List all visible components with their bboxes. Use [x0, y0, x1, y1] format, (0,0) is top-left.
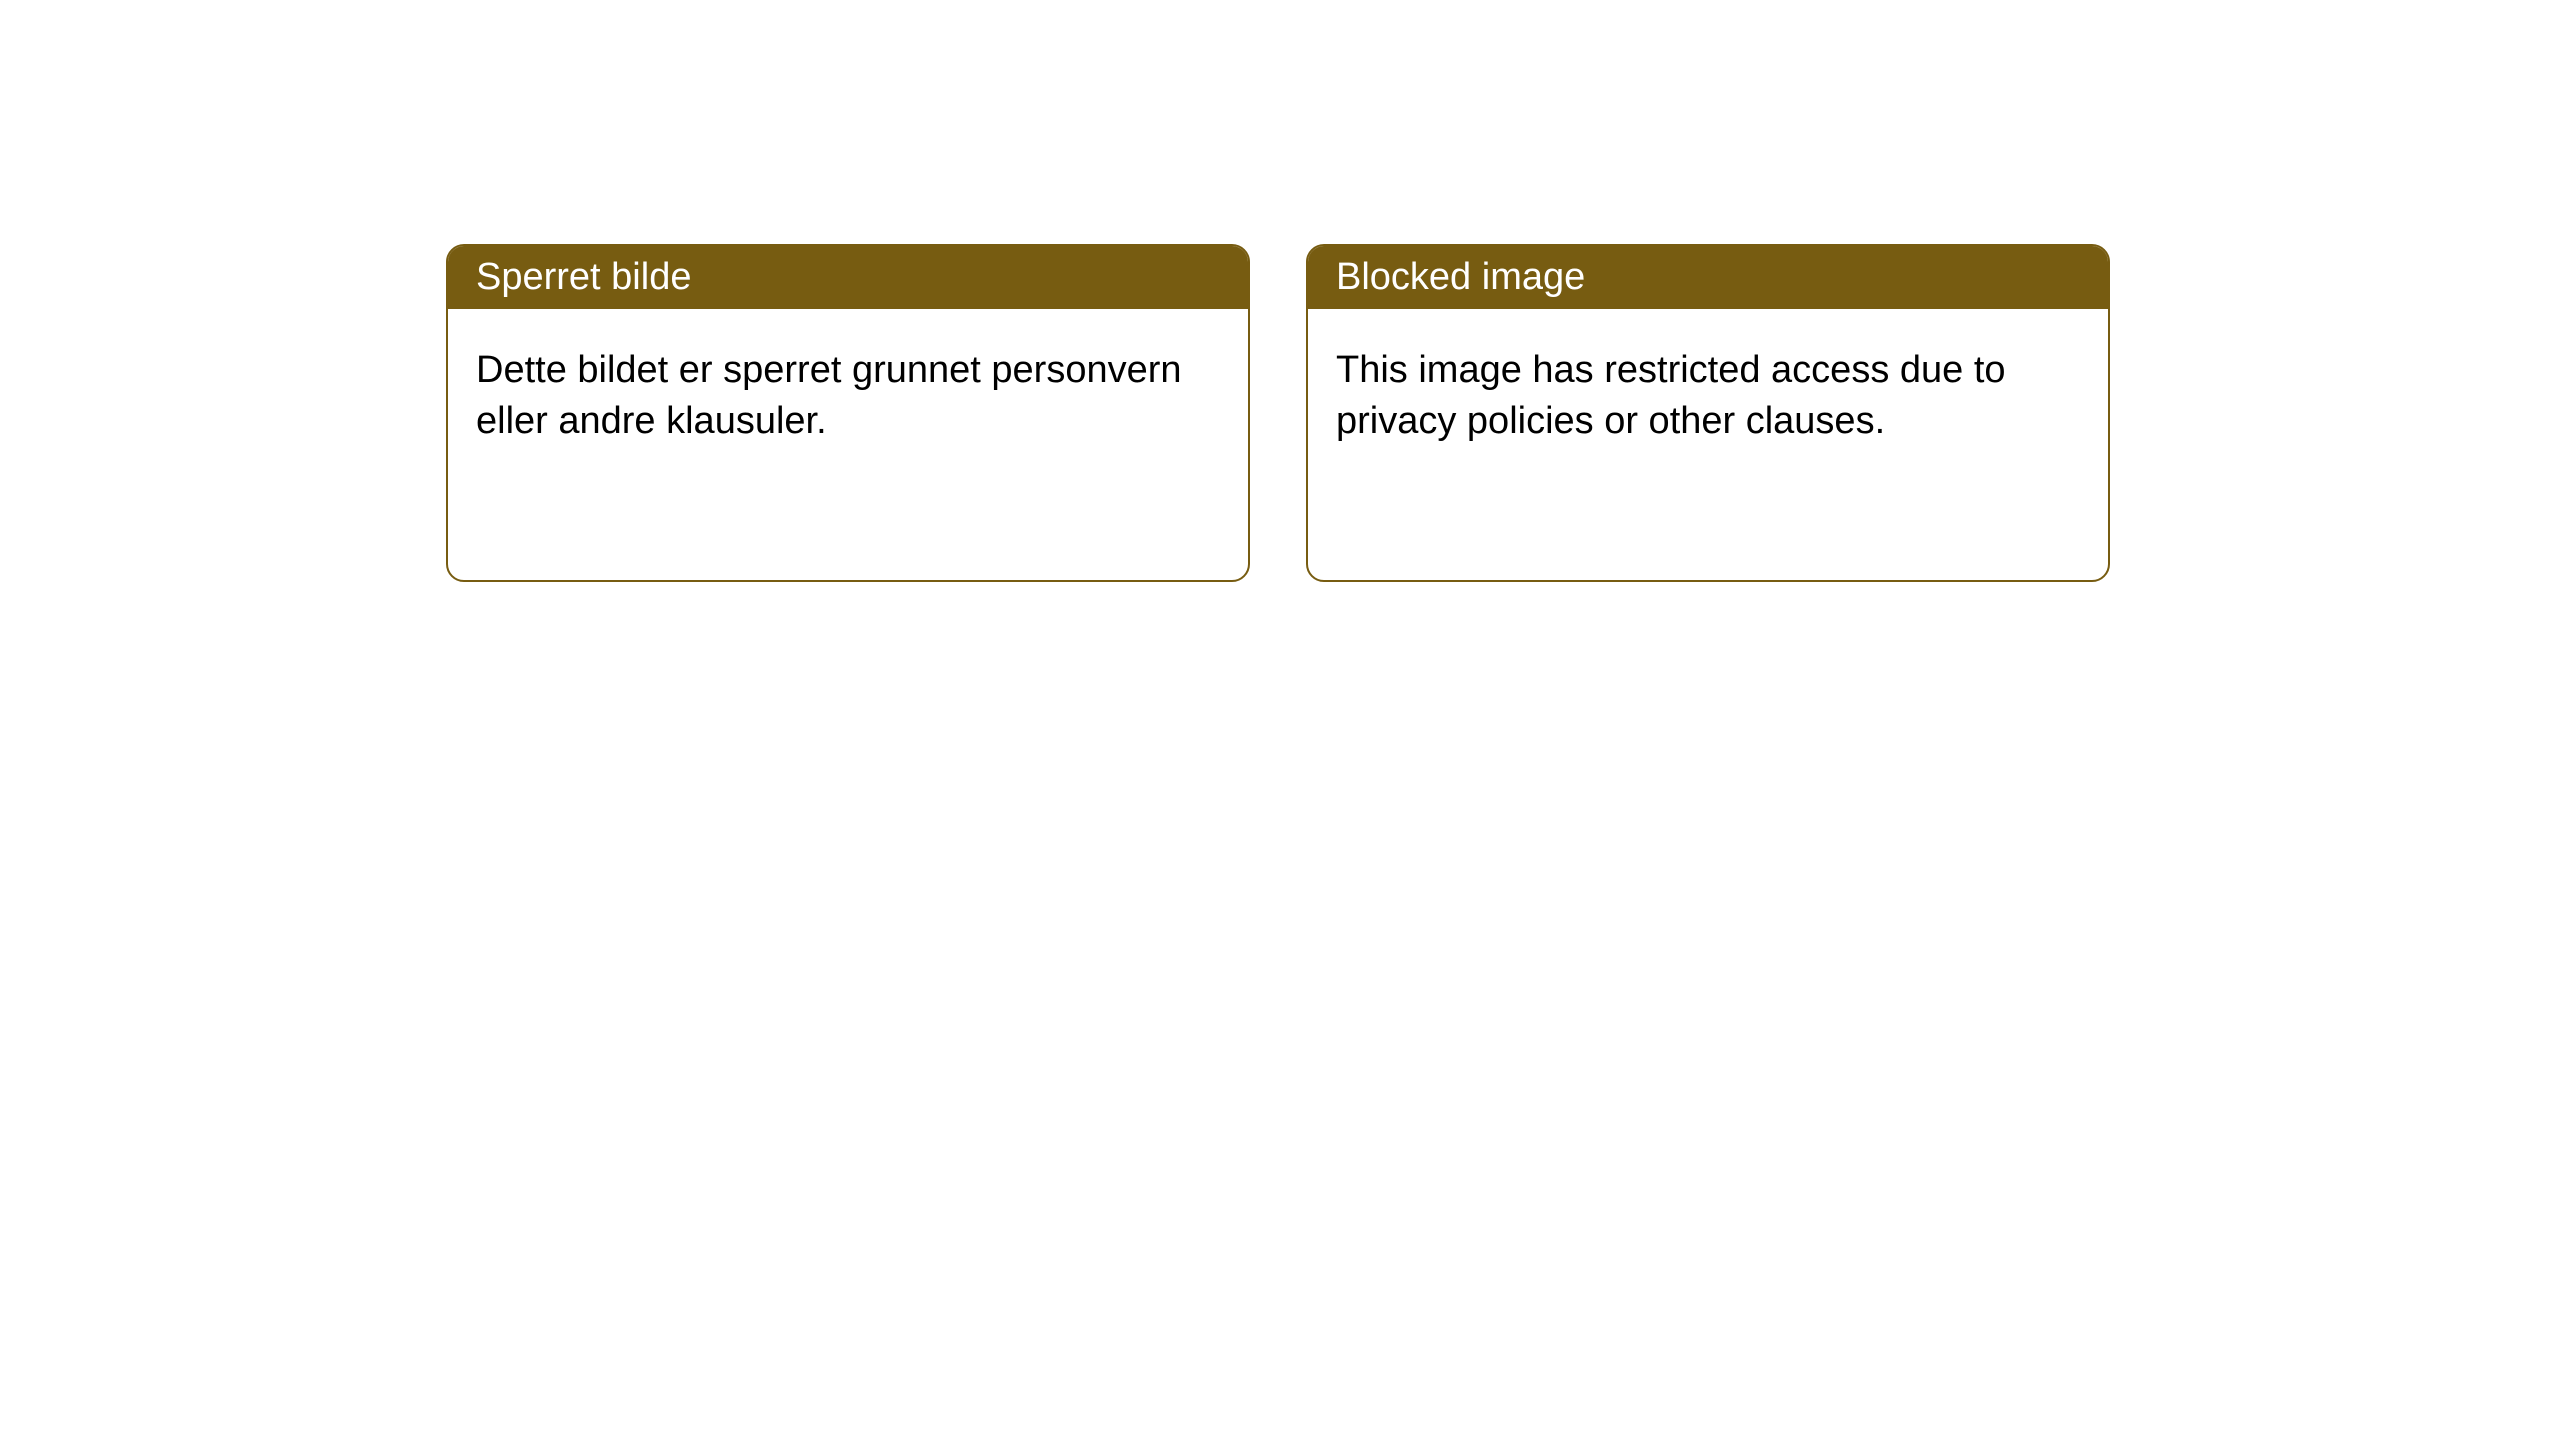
blocked-image-card-english: Blocked image This image has restricted …	[1306, 244, 2110, 582]
card-title-norwegian: Sperret bilde	[476, 256, 691, 298]
blocked-image-card-norwegian: Sperret bilde Dette bildet er sperret gr…	[446, 244, 1250, 582]
notice-container: Sperret bilde Dette bildet er sperret gr…	[0, 0, 2560, 582]
card-title-english: Blocked image	[1336, 256, 1585, 298]
card-message-english: This image has restricted access due to …	[1336, 349, 2006, 442]
card-header-norwegian: Sperret bilde	[448, 246, 1248, 309]
card-header-english: Blocked image	[1308, 246, 2108, 309]
card-message-norwegian: Dette bildet er sperret grunnet personve…	[476, 349, 1182, 442]
card-body-english: This image has restricted access due to …	[1308, 309, 2108, 484]
card-body-norwegian: Dette bildet er sperret grunnet personve…	[448, 309, 1248, 484]
